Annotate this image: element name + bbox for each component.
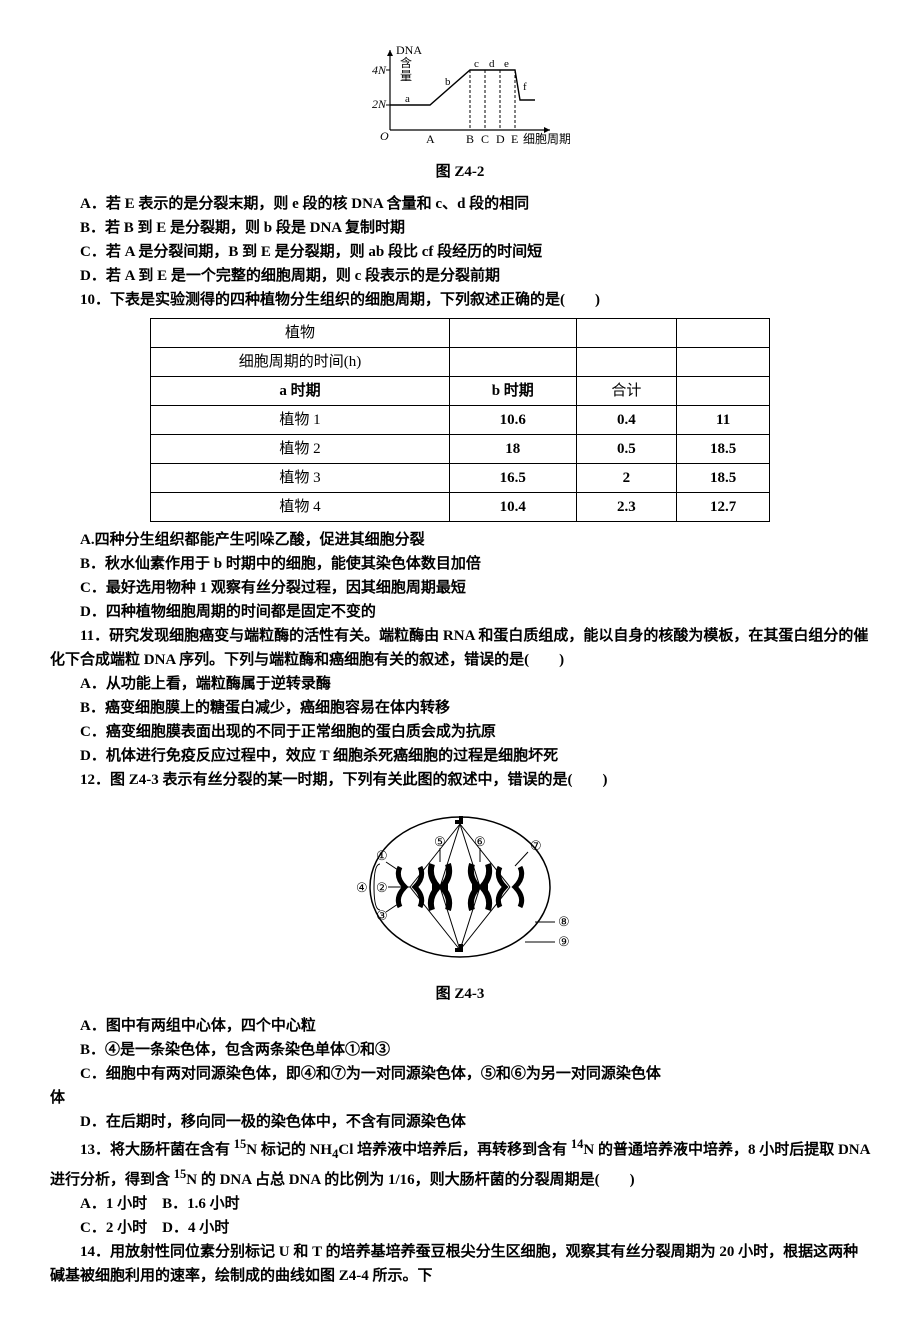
xtick-a: A	[426, 132, 435, 146]
cell	[677, 319, 770, 348]
cell: 12.7	[677, 493, 770, 522]
cell: 11	[677, 406, 770, 435]
q10-option-d: D．四种植物细胞周期的时间都是固定不变的	[50, 600, 870, 624]
table-row: 植物 3 16.5 2 18.5	[151, 464, 770, 493]
q11-option-d: D．机体进行免疫反应过程中，效应 T 细胞杀死癌细胞的过程是细胞坏死	[50, 744, 870, 768]
seg-f: f	[523, 81, 527, 93]
cell: 植物 2	[151, 435, 450, 464]
xtick-c: C	[481, 132, 489, 146]
figure-z4-3: ① ② ③ ④ ⑤ ⑥ ⑦ ⑧ ⑨ 图 Z4-3	[50, 802, 870, 1006]
origin-label: O	[380, 129, 389, 143]
cell: 植物 4	[151, 493, 450, 522]
q12-option-d: D．在后期时，移向同一极的染色体中，不含有同源染色体	[50, 1110, 870, 1134]
q11-option-b: B．癌变细胞膜上的糖蛋白减少，癌细胞容易在体内转移	[50, 696, 870, 720]
table-row: 植物	[151, 319, 770, 348]
figure-z4-3-caption: 图 Z4-3	[50, 982, 870, 1006]
cell: 植物 3	[151, 464, 450, 493]
cell: 18	[449, 435, 576, 464]
q11-stem: 11．研究发现细胞癌变与端粒酶的活性有关。端粒酶由 RNA 和蛋白质组成，能以自…	[50, 624, 870, 672]
xaxis-label: 细胞周期	[523, 132, 570, 146]
q10-option-a: A.四种分生组织都能产生吲哚乙酸，促进其细胞分裂	[50, 528, 870, 552]
cell: 细胞周期的时间(h)	[151, 348, 450, 377]
label-7: ⑦	[530, 838, 542, 853]
q12-option-c: C．细胞中有两对同源染色体，即④和⑦为一对同源染色体，⑤和⑥为另一对同源染色体	[50, 1062, 870, 1086]
yaxis-label-2: 含	[400, 55, 412, 70]
cell	[576, 348, 677, 377]
cell	[677, 377, 770, 406]
q9-option-d: D．若 A 到 E 是一个完整的细胞周期，则 c 段表示的是分裂前期	[50, 264, 870, 288]
q12-stem: 12．图 Z4-3 表示有丝分裂的某一时期，下列有关此图的叙述中，错误的是( )	[50, 768, 870, 792]
xtick-e: E	[511, 132, 518, 146]
q10-option-b: B．秋水仙素作用于 b 时期中的细胞，能使其染色体数目加倍	[50, 552, 870, 576]
cell: 18.5	[677, 464, 770, 493]
q9-option-a: A．若 E 表示的是分裂末期，则 e 段的核 DNA 含量和 c、d 段的相同	[50, 192, 870, 216]
seg-b: b	[445, 76, 451, 88]
table-row: 植物 1 10.6 0.4 11	[151, 406, 770, 435]
label-2: ②	[376, 880, 388, 895]
ytick-2n: 2N	[372, 97, 387, 111]
figure-z4-2: 4N 2N DNA 含 量 a b c d e f O A B C D E 细胞…	[50, 40, 870, 184]
table-row: 植物 4 10.4 2.3 12.7	[151, 493, 770, 522]
seg-d: d	[489, 58, 495, 70]
q11-option-a: A．从功能上看，端粒酶属于逆转录酶	[50, 672, 870, 696]
q13-option-ab: A．1 小时 B．1.6 小时	[50, 1192, 870, 1216]
cell: 16.5	[449, 464, 576, 493]
table-row: a 时期 b 时期 合计	[151, 377, 770, 406]
q10-option-c: C．最好选用物种 1 观察有丝分裂过程，因其细胞周期最短	[50, 576, 870, 600]
label-4: ④	[356, 880, 368, 895]
cell: 0.5	[576, 435, 677, 464]
cell	[576, 319, 677, 348]
cell: 植物 1	[151, 406, 450, 435]
figure-z4-2-caption: 图 Z4-2	[50, 160, 870, 184]
yaxis-label-3: 量	[400, 69, 412, 83]
label-3: ③	[376, 908, 388, 923]
table-row: 细胞周期的时间(h)	[151, 348, 770, 377]
cell: 0.4	[576, 406, 677, 435]
q10-stem: 10．下表是实验测得的四种植物分生组织的细胞周期，下列叙述正确的是( )	[50, 288, 870, 312]
label-1: ①	[376, 848, 388, 863]
q12-option-c-cont: 体	[50, 1086, 870, 1110]
q13-stem: 13．将大肠杆菌在含有 15N 标记的 NH4Cl 培养液中培养后，再转移到含有…	[50, 1134, 870, 1192]
dna-chart-svg: 4N 2N DNA 含 量 a b c d e f O A B C D E 细胞…	[350, 40, 570, 150]
seg-e: e	[504, 58, 509, 70]
cell: b 时期	[449, 377, 576, 406]
cell	[677, 348, 770, 377]
q10-table: 植物 细胞周期的时间(h) a 时期 b 时期 合计 植物 1 10.6 0.4…	[150, 318, 770, 522]
q11-option-c: C．癌变细胞膜表面出现的不同于正常细胞的蛋白质会成为抗原	[50, 720, 870, 744]
cell: 10.4	[449, 493, 576, 522]
seg-a: a	[405, 93, 410, 105]
cell: 2	[576, 464, 677, 493]
label-6: ⑥	[474, 834, 486, 849]
table-row: 植物 2 18 0.5 18.5	[151, 435, 770, 464]
label-9: ⑨	[558, 934, 570, 949]
label-5: ⑤	[434, 834, 446, 849]
mitosis-cell-svg: ① ② ③ ④ ⑤ ⑥ ⑦ ⑧ ⑨	[340, 802, 580, 972]
cell	[449, 348, 576, 377]
q9-option-b: B．若 B 到 E 是分裂期，则 b 段是 DNA 复制时期	[50, 216, 870, 240]
cell: 18.5	[677, 435, 770, 464]
q13-option-cd: C．2 小时 D．4 小时	[50, 1216, 870, 1240]
q9-option-c: C．若 A 是分裂间期，B 到 E 是分裂期，则 ab 段比 cf 段经历的时间…	[50, 240, 870, 264]
xtick-d: D	[496, 132, 505, 146]
chromosome-6	[471, 864, 489, 910]
cell: 2.3	[576, 493, 677, 522]
label-8: ⑧	[558, 914, 570, 929]
cell: 合计	[576, 377, 677, 406]
cell: a 时期	[151, 377, 450, 406]
yaxis-label-1: DNA	[396, 43, 422, 57]
q14-stem: 14．用放射性同位素分别标记 U 和 T 的培养基培养蚕豆根尖分生区细胞，观察其…	[50, 1240, 870, 1288]
cell	[449, 319, 576, 348]
cell: 10.6	[449, 406, 576, 435]
xtick-b: B	[466, 132, 474, 146]
cell: 植物	[151, 319, 450, 348]
ytick-4n: 4N	[372, 63, 387, 77]
q12-option-b: B．④是一条染色体，包含两条染色单体①和③	[50, 1038, 870, 1062]
q12-option-a: A．图中有两组中心体，四个中心粒	[50, 1014, 870, 1038]
seg-c: c	[474, 58, 479, 70]
chromosome-5	[431, 864, 449, 910]
